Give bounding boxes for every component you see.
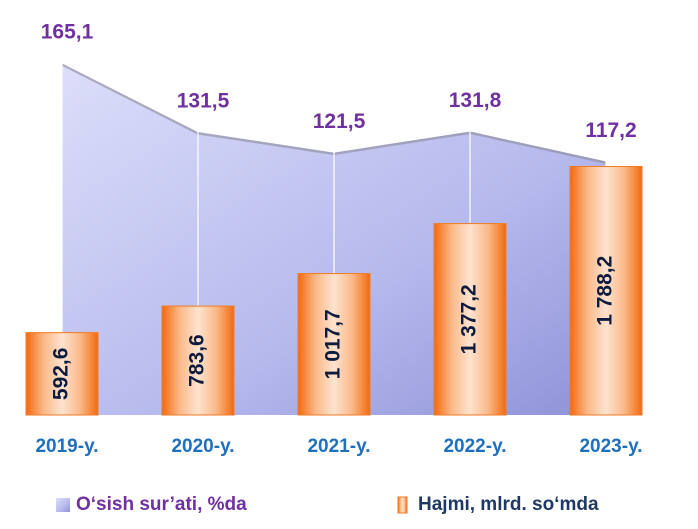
x-tick-label: 2019-y. — [35, 436, 98, 457]
bar-value-label: 783,6 — [186, 334, 209, 387]
bar-value-label: 1 788,2 — [594, 256, 617, 326]
legend-label: Hajmi, mlrd. so‘mda — [418, 494, 599, 515]
area-value-label: 121,5 — [313, 110, 366, 133]
bar-value-label: 592,6 — [50, 348, 73, 401]
bar — [433, 223, 507, 416]
x-tick-label: 2023-y. — [579, 436, 642, 457]
area-value-label: 131,5 — [177, 90, 230, 113]
legend-label: O‘sish sur’ati, %da — [76, 494, 247, 515]
bar-value-label: 1 377,2 — [458, 284, 481, 354]
x-tick-label: 2021-y. — [307, 436, 370, 457]
area-value-label: 165,1 — [41, 21, 94, 44]
bar — [569, 165, 643, 416]
legend-swatch — [56, 498, 70, 512]
bar-value-label: 1 017,7 — [322, 309, 345, 379]
bar — [161, 305, 235, 416]
area-value-label: 117,2 — [585, 119, 636, 142]
bar — [25, 332, 99, 416]
bar — [297, 273, 371, 416]
x-tick-label: 2022-y. — [443, 436, 506, 457]
legend-swatch — [397, 496, 408, 514]
x-tick-label: 2020-y. — [171, 436, 234, 457]
area-value-label: 131,8 — [449, 89, 502, 112]
